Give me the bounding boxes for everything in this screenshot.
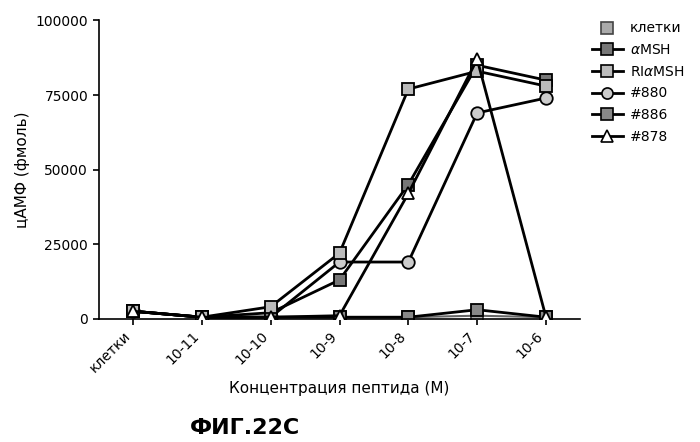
Text: ФИГ.22С: ФИГ.22С bbox=[190, 418, 300, 438]
Legend: клетки, $\alpha$MSH, RI$\alpha$MSH, #880, #886, #878: клетки, $\alpha$MSH, RI$\alpha$MSH, #880… bbox=[592, 22, 685, 144]
X-axis label: Концентрация пептида (М): Концентрация пептида (М) bbox=[230, 381, 449, 396]
Y-axis label: цАМФ (фмоль): цАМФ (фмоль) bbox=[15, 111, 30, 228]
